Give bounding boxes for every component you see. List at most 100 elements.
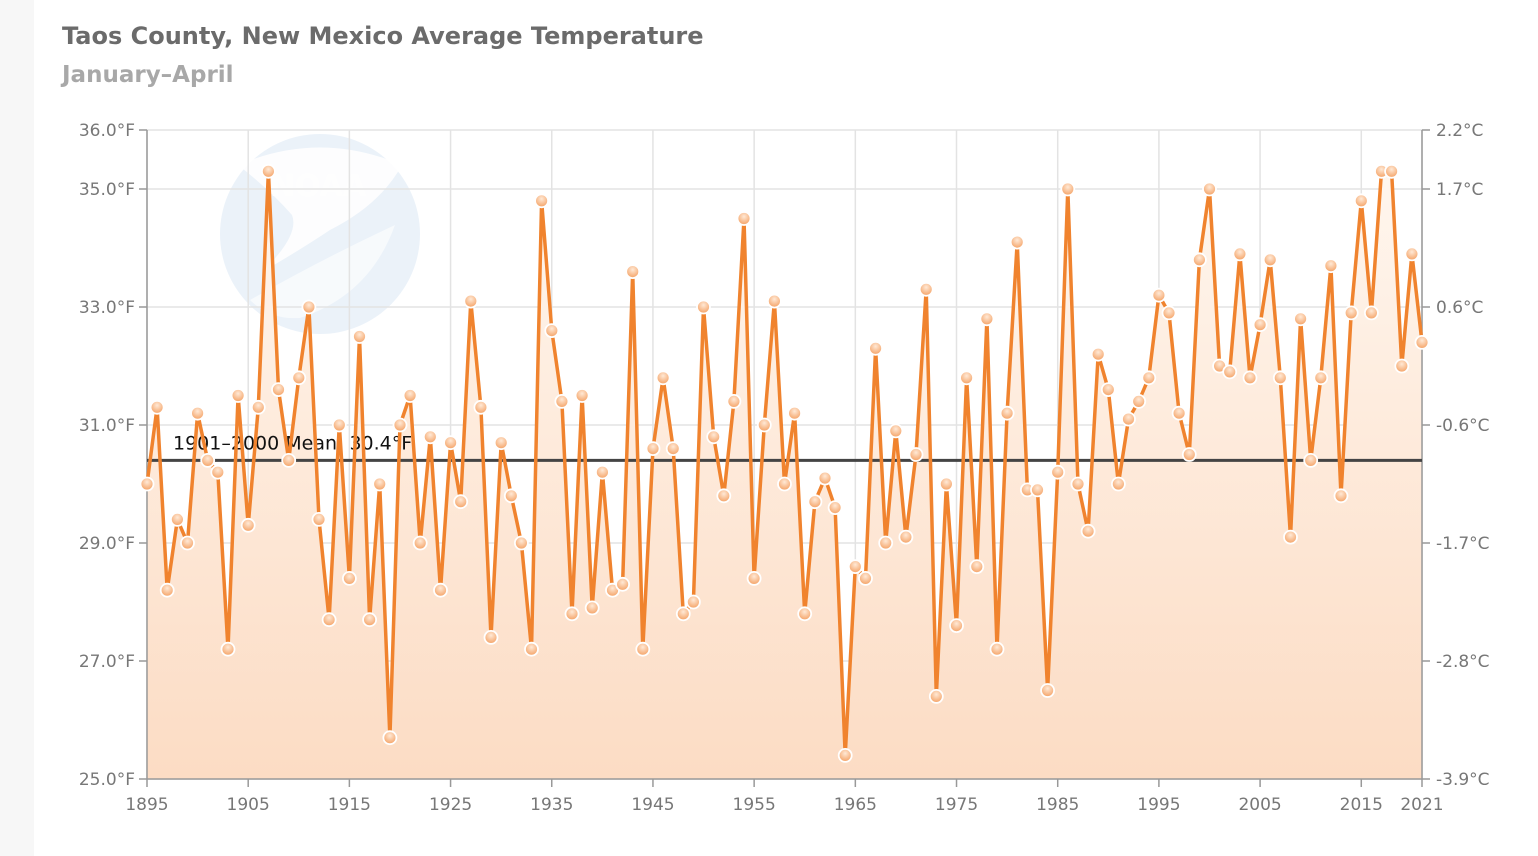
data-point-1997[interactable] xyxy=(1171,405,1187,421)
data-point-1923[interactable] xyxy=(422,429,438,445)
data-point-1895[interactable] xyxy=(139,476,155,492)
data-point-2002[interactable] xyxy=(1222,364,1238,380)
data-point-1979[interactable] xyxy=(989,641,1005,657)
data-point-1953[interactable] xyxy=(726,393,742,409)
data-point-1943[interactable] xyxy=(625,264,641,280)
data-point-1993[interactable] xyxy=(1131,393,1147,409)
data-point-1903[interactable] xyxy=(220,641,236,657)
data-point-1938[interactable] xyxy=(574,388,590,403)
data-point-1978[interactable] xyxy=(979,311,995,327)
data-point-2019[interactable] xyxy=(1394,358,1410,374)
data-point-2005[interactable] xyxy=(1252,317,1268,333)
data-point-1951[interactable] xyxy=(706,429,722,445)
data-point-1928[interactable] xyxy=(473,399,489,415)
data-point-1907[interactable] xyxy=(260,163,276,179)
data-point-1968[interactable] xyxy=(878,535,894,551)
data-point-1913[interactable] xyxy=(321,612,337,628)
data-point-1927[interactable] xyxy=(463,293,479,309)
data-point-1905[interactable] xyxy=(240,517,256,533)
data-point-1963[interactable] xyxy=(827,500,843,516)
data-point-2008[interactable] xyxy=(1283,529,1298,545)
data-point-1991[interactable] xyxy=(1111,476,1126,492)
data-point-1901[interactable] xyxy=(200,452,216,468)
data-point-2018[interactable] xyxy=(1384,163,1399,179)
data-point-1988[interactable] xyxy=(1080,523,1096,539)
data-point-1910[interactable] xyxy=(291,370,307,386)
data-point-1986[interactable] xyxy=(1060,181,1076,197)
data-point-2007[interactable] xyxy=(1272,370,1288,386)
data-point-1933[interactable] xyxy=(524,641,539,657)
data-point-1960[interactable] xyxy=(797,606,813,622)
data-point-1926[interactable] xyxy=(453,494,469,510)
data-point-1966[interactable] xyxy=(858,571,873,586)
data-point-1958[interactable] xyxy=(777,476,792,492)
data-point-1967[interactable] xyxy=(868,340,883,356)
data-point-1946[interactable] xyxy=(655,370,671,386)
data-point-1984[interactable] xyxy=(1040,683,1055,698)
data-point-1977[interactable] xyxy=(969,559,985,574)
data-point-1973[interactable] xyxy=(928,689,944,704)
data-point-1908[interactable] xyxy=(271,382,286,398)
data-point-1948[interactable] xyxy=(675,606,691,622)
data-point-1916[interactable] xyxy=(352,329,367,344)
data-point-1914[interactable] xyxy=(331,417,347,433)
data-point-2011[interactable] xyxy=(1313,370,1329,386)
data-point-1990[interactable] xyxy=(1100,382,1116,398)
data-point-1952[interactable] xyxy=(716,488,732,504)
data-point-1902[interactable] xyxy=(210,464,226,480)
data-point-1949[interactable] xyxy=(686,594,701,610)
data-point-1957[interactable] xyxy=(767,293,782,309)
data-point-1939[interactable] xyxy=(584,600,600,616)
data-point-1922[interactable] xyxy=(412,535,428,551)
data-point-1915[interactable] xyxy=(341,571,357,586)
data-point-2003[interactable] xyxy=(1232,246,1248,262)
data-point-1942[interactable] xyxy=(615,576,630,592)
data-point-1937[interactable] xyxy=(564,606,580,622)
data-point-2012[interactable] xyxy=(1323,258,1339,274)
data-point-2015[interactable] xyxy=(1353,193,1369,209)
data-point-1969[interactable] xyxy=(888,423,904,439)
data-point-1994[interactable] xyxy=(1141,370,1157,386)
data-point-1897[interactable] xyxy=(159,582,175,598)
data-point-1896[interactable] xyxy=(149,399,165,415)
data-point-2021[interactable] xyxy=(1414,334,1430,350)
data-point-2020[interactable] xyxy=(1404,246,1420,262)
data-point-1987[interactable] xyxy=(1070,476,1086,492)
data-point-1919[interactable] xyxy=(382,730,398,746)
data-point-1996[interactable] xyxy=(1161,305,1177,321)
data-point-1918[interactable] xyxy=(372,476,388,492)
data-point-1924[interactable] xyxy=(433,582,448,598)
data-point-1898[interactable] xyxy=(169,512,185,527)
data-point-2016[interactable] xyxy=(1364,305,1379,321)
data-point-1962[interactable] xyxy=(817,470,833,486)
data-point-1961[interactable] xyxy=(807,494,823,510)
data-point-1911[interactable] xyxy=(301,299,317,315)
data-point-1971[interactable] xyxy=(908,447,924,462)
data-point-1964[interactable] xyxy=(837,748,853,763)
data-point-1944[interactable] xyxy=(635,641,651,657)
data-point-1974[interactable] xyxy=(939,476,954,492)
data-point-1983[interactable] xyxy=(1030,482,1045,498)
data-point-1935[interactable] xyxy=(544,323,560,339)
data-point-1959[interactable] xyxy=(787,405,802,421)
data-point-1956[interactable] xyxy=(756,417,772,433)
data-point-1965[interactable] xyxy=(847,559,863,574)
data-point-1972[interactable] xyxy=(918,281,934,297)
data-point-2014[interactable] xyxy=(1343,305,1359,321)
data-point-1920[interactable] xyxy=(392,417,408,433)
data-point-1904[interactable] xyxy=(230,388,246,403)
data-point-1981[interactable] xyxy=(1009,234,1025,250)
data-point-1985[interactable] xyxy=(1050,464,1066,480)
data-point-2006[interactable] xyxy=(1262,252,1278,268)
data-point-2013[interactable] xyxy=(1333,488,1349,504)
data-point-2004[interactable] xyxy=(1242,370,1258,386)
data-point-1932[interactable] xyxy=(514,535,529,551)
data-point-1912[interactable] xyxy=(311,512,327,527)
data-point-1936[interactable] xyxy=(554,393,570,409)
data-point-1945[interactable] xyxy=(645,441,661,457)
data-point-2009[interactable] xyxy=(1293,311,1308,327)
data-point-1917[interactable] xyxy=(362,612,378,628)
data-point-1929[interactable] xyxy=(483,630,499,645)
data-point-1921[interactable] xyxy=(402,388,418,403)
data-point-1930[interactable] xyxy=(493,435,509,451)
